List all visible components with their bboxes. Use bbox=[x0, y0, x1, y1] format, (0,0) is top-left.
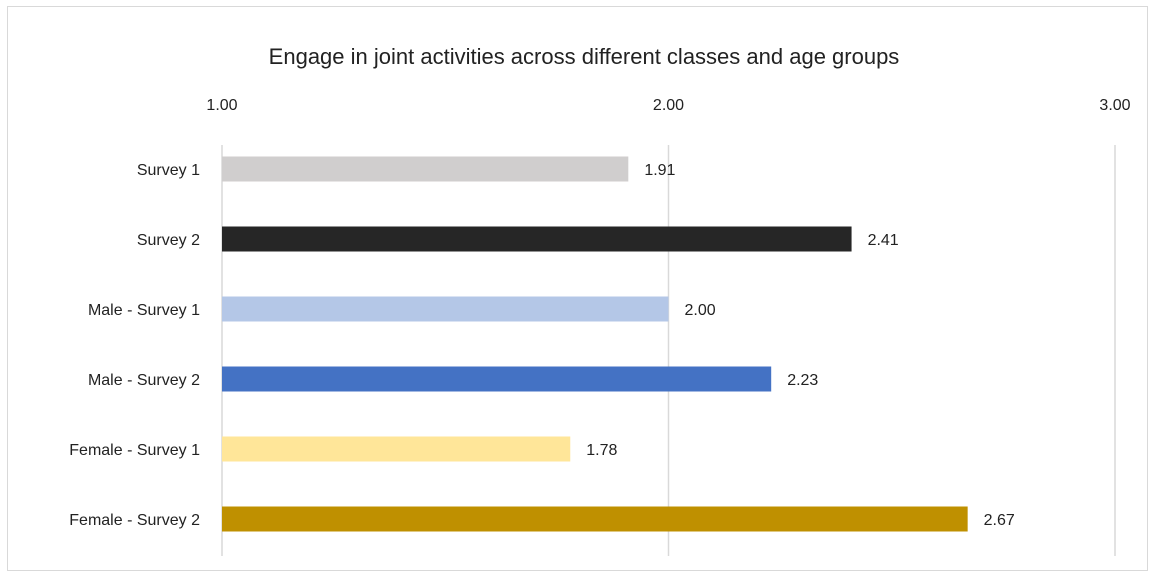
bar bbox=[222, 436, 571, 462]
x-tick-label: 3.00 bbox=[1099, 97, 1130, 114]
value-labels: 1.91 2.41 2.00 2.23 1.78 2.67 bbox=[586, 162, 1015, 529]
chart-title: Engage in joint activities across differ… bbox=[269, 44, 900, 69]
value-label: 2.67 bbox=[984, 512, 1015, 529]
value-label: 2.41 bbox=[868, 232, 899, 249]
chart-frame bbox=[7, 6, 1148, 571]
category-label: Male - Survey 2 bbox=[88, 372, 200, 389]
bar bbox=[222, 296, 669, 322]
bar bbox=[222, 366, 772, 392]
category-labels: Survey 1 Survey 2 Male - Survey 1 Male - Su… bbox=[69, 162, 200, 529]
gridlines bbox=[221, 145, 1116, 556]
bar bbox=[222, 506, 968, 532]
bar bbox=[222, 156, 629, 182]
value-label: 1.91 bbox=[644, 162, 675, 179]
value-label: 2.23 bbox=[787, 372, 818, 389]
x-tick-label: 2.00 bbox=[653, 97, 684, 114]
category-label: Female - Survey 2 bbox=[69, 512, 200, 529]
category-label: Male - Survey 1 bbox=[88, 302, 200, 319]
x-axis-ticks: 1.00 2.00 3.00 bbox=[206, 97, 1130, 114]
x-tick-label: 1.00 bbox=[206, 97, 237, 114]
bar bbox=[222, 226, 852, 252]
value-label: 2.00 bbox=[685, 302, 716, 319]
category-label: Survey 1 bbox=[137, 162, 200, 179]
value-label: 1.78 bbox=[586, 442, 617, 459]
bars bbox=[222, 156, 968, 532]
category-label: Survey 2 bbox=[137, 232, 200, 249]
category-label: Female - Survey 1 bbox=[69, 442, 200, 459]
